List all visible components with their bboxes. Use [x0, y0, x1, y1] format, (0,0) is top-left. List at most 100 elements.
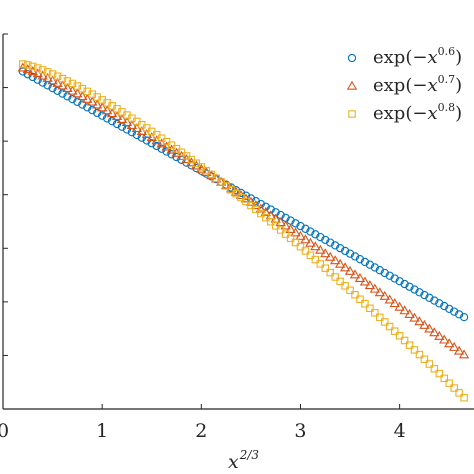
data-point: [334, 258, 346, 268]
data-point: [305, 237, 316, 247]
data-point: [321, 264, 330, 272]
data-point: [310, 241, 321, 251]
data-point: [360, 257, 370, 267]
data-point: [380, 268, 389, 278]
data-point: [450, 384, 458, 392]
data-point: [450, 307, 459, 316]
data-point: [157, 144, 166, 153]
data-point: [415, 288, 424, 297]
data-point: [67, 85, 78, 95]
data-point: [455, 389, 463, 397]
data-point: [366, 304, 374, 313]
data-point: [112, 119, 122, 129]
data-point: [311, 255, 320, 264]
data-point: [271, 222, 280, 230]
data-point: [429, 327, 440, 337]
data-point: [419, 319, 430, 329]
data-point: [405, 341, 414, 349]
data-point: [330, 255, 341, 265]
data-point: [58, 89, 67, 98]
legend-marker: [346, 80, 358, 90]
data-point: [430, 296, 439, 305]
data-point: [311, 230, 320, 239]
data-point: [301, 224, 310, 233]
data-point: [385, 271, 394, 280]
data-point: [300, 234, 311, 244]
data-point: [331, 273, 339, 281]
data-point: [400, 279, 409, 289]
data-point: [400, 336, 409, 345]
data-point: [440, 374, 449, 383]
data-point: [381, 318, 389, 326]
x-tick-label: 2: [195, 420, 207, 442]
legend-marker: [347, 53, 357, 63]
data-point: [361, 299, 369, 308]
data-point: [106, 108, 118, 118]
data-point: [316, 232, 325, 242]
data-point: [117, 122, 127, 131]
data-point: [202, 166, 211, 175]
data-point: [395, 332, 404, 340]
data-point: [296, 243, 305, 251]
data-point: [350, 252, 360, 261]
legend-entry: exp(−x0.6): [347, 45, 462, 68]
data-point: [370, 263, 379, 272]
data-point: [222, 182, 230, 190]
data-point: [351, 290, 359, 299]
data-point: [102, 114, 112, 123]
data-point: [420, 290, 429, 300]
data-point: [78, 100, 87, 109]
data-point: [390, 274, 399, 283]
data-point: [207, 170, 215, 179]
data-point: [88, 105, 97, 115]
legend-entry: exp(−x0.7): [346, 73, 462, 96]
data-point: [409, 312, 420, 322]
data-point: [262, 213, 270, 222]
data-point: [97, 102, 108, 112]
series-1: [18, 67, 469, 322]
data-point: [266, 217, 275, 226]
data-point: [354, 272, 366, 282]
data-point: [53, 72, 62, 80]
data-point: [68, 94, 77, 104]
data-point: [445, 304, 454, 313]
data-point: [435, 299, 444, 308]
data-point: [72, 88, 83, 98]
data-point: [242, 197, 250, 206]
data-point: [236, 188, 246, 198]
data-point: [101, 105, 113, 115]
data-point: [410, 346, 419, 354]
data-point: [295, 230, 306, 240]
data-point: [390, 327, 399, 335]
data-point: [152, 141, 161, 151]
legend-marker: [348, 110, 356, 118]
data-point: [111, 111, 123, 121]
data-point: [73, 97, 82, 107]
data-point: [405, 282, 414, 291]
data-point: [33, 64, 42, 72]
data-point: [414, 316, 425, 326]
data-point: [395, 277, 404, 286]
data-point: [344, 265, 356, 275]
data-point: [53, 86, 62, 95]
data-point: [276, 226, 285, 234]
data-point: [19, 60, 27, 68]
data-point: [325, 251, 336, 261]
data-point: [247, 201, 255, 210]
data-point: [385, 322, 394, 331]
data-point: [384, 294, 395, 304]
data-point: [440, 301, 449, 311]
data-point: [453, 345, 465, 355]
data-point: [315, 244, 326, 254]
data-point: [63, 77, 72, 85]
data-point: [364, 280, 376, 290]
data-point: [444, 338, 455, 348]
axes: [2, 33, 474, 410]
data-point: [439, 334, 450, 344]
data-point: [43, 68, 52, 76]
data-point: [434, 330, 445, 340]
data-point: [227, 185, 235, 194]
data-point: [47, 75, 58, 85]
data-point: [445, 379, 453, 387]
data-point: [257, 209, 265, 218]
